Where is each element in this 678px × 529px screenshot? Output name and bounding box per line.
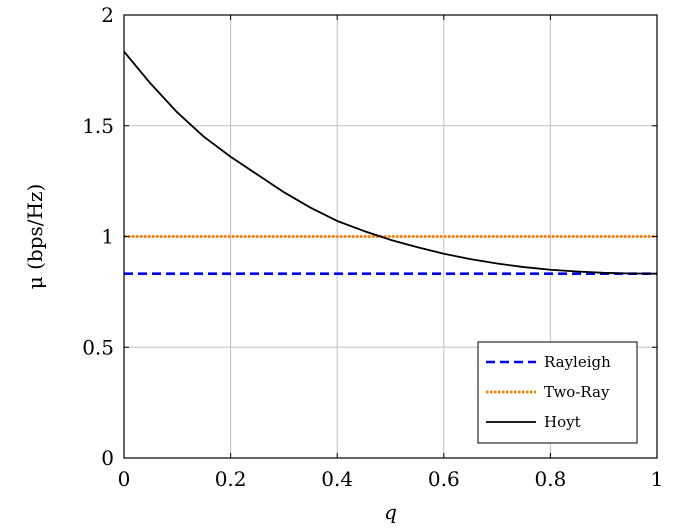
legend-label: Two-Ray (544, 383, 610, 401)
x-tick-label: 0 (118, 467, 131, 491)
y-tick-label: 1.5 (82, 114, 114, 138)
series-line-hoyt (123, 50, 658, 275)
x-tick-label: 0.4 (321, 467, 353, 491)
y-tick-label: 1 (101, 225, 114, 249)
y-tick-label: 2 (101, 3, 114, 27)
ticks: 0 0.2 0.4 0.6 0.8 1 0 0.5 1 1.5 2 (82, 3, 663, 491)
y-axis-label: μ (bps/Hz) (23, 184, 47, 290)
x-tick-label: 1 (651, 467, 664, 491)
x-tick-label: 0.6 (428, 467, 460, 491)
y-tick-label: 0.5 (82, 335, 114, 359)
legend-label: Hoyt (544, 413, 581, 431)
legend: Rayleigh Two-Ray Hoyt (477, 341, 638, 444)
x-tick-label: 0.8 (534, 467, 566, 491)
legend-label: Rayleigh (544, 353, 611, 371)
x-tick-label: 0.2 (215, 467, 247, 491)
y-tick-label: 0 (101, 446, 114, 470)
series-layer (123, 50, 658, 276)
x-axis-label: q (384, 500, 397, 524)
